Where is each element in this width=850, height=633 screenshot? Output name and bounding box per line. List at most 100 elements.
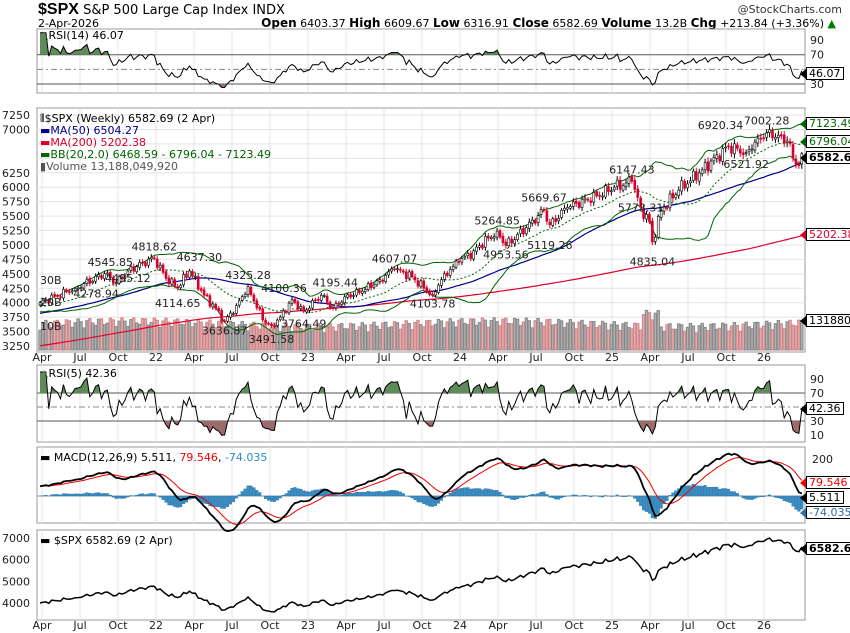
volume-bar (398, 328, 403, 351)
volume-bar (747, 326, 751, 351)
candle-body (296, 301, 300, 310)
brand-logo[interactable]: @StockCharts.com (737, 3, 842, 16)
candle-body (636, 188, 640, 198)
price-axis-label: 5250 (2, 225, 30, 238)
x-axis-label: Apr (32, 619, 52, 632)
candle-body (202, 289, 206, 296)
candle-body (111, 277, 115, 284)
candle-body (580, 198, 584, 208)
macd-histogram-bar (308, 491, 312, 497)
volume-bar (93, 324, 98, 351)
volume-bar (483, 319, 488, 351)
macd-histogram-bar (589, 495, 593, 498)
volume-bar (214, 327, 218, 351)
macd-histogram-bar (255, 490, 259, 497)
candle-body (513, 239, 516, 245)
volume-bar (753, 321, 757, 351)
candle-body (366, 283, 370, 290)
macd-histogram-bar (662, 495, 666, 504)
close-value: 6582.69 (552, 17, 598, 30)
candle-body (399, 269, 402, 271)
volume-bar (433, 323, 438, 351)
macd-histogram-bar (401, 493, 405, 497)
macd-histogram-bar (126, 495, 130, 498)
candle-body (378, 279, 382, 282)
volume-bar (697, 325, 701, 351)
macd-histogram-bar (208, 495, 212, 507)
price-axis-label: 3500 (2, 326, 30, 339)
price-axis-label: 5500 (2, 210, 30, 223)
macd-histogram-bar (346, 493, 350, 497)
volume-bar (246, 330, 250, 351)
candle-body (164, 271, 168, 279)
rsi-icon: ◭ (40, 29, 49, 42)
candle-body (176, 286, 180, 288)
volume-bar (679, 324, 684, 351)
volume-bar (79, 321, 83, 351)
price-line-legend-text: $SPX 6582.69 (2 Apr) (53, 534, 173, 547)
candle-body (258, 306, 262, 310)
macd-value: 5.511 (140, 451, 173, 464)
x-axis-label: 26 (757, 351, 771, 364)
volume-bar (91, 322, 95, 351)
macd-histogram-bar (762, 495, 766, 497)
candle-body (126, 270, 130, 276)
macd-histogram-bar (419, 495, 423, 503)
candle-body (79, 287, 83, 289)
price-annotation: 4495.12 (105, 272, 151, 285)
macd-histogram-bar (231, 495, 235, 503)
candle-body (671, 192, 675, 199)
macd-histogram-bar (398, 491, 402, 497)
price-axis-label: 4500 (2, 268, 30, 281)
x-axis-label: Apr (32, 351, 52, 364)
macd-histogram-bar (340, 495, 344, 497)
macd-histogram-bar (519, 495, 523, 498)
volume-bar (571, 322, 575, 351)
candle-body (530, 219, 534, 224)
candle-body (545, 210, 549, 222)
candle-body (695, 171, 698, 181)
x-axis-label: Jul (680, 619, 694, 632)
volume-bar (73, 322, 77, 351)
price-axis-label: 5750 (2, 196, 30, 209)
macd-histogram-bar (349, 493, 353, 497)
macd-histogram-bar (375, 491, 379, 497)
macd-histogram-bar (70, 493, 74, 497)
x-axis-label: Apr (184, 619, 204, 632)
candle-body (765, 132, 768, 138)
candle-body (226, 316, 229, 322)
x-axis-label: Jul (72, 619, 86, 632)
macd-histogram-bar (489, 489, 493, 497)
candle-body (255, 300, 259, 309)
macd-histogram-bar (715, 486, 719, 497)
candle-body (782, 134, 786, 144)
macd-histogram-bar (527, 495, 531, 497)
rsi5-axis-label: 90 (810, 373, 824, 386)
candle-body (668, 193, 672, 209)
candle-body (358, 289, 361, 293)
candle-body (144, 261, 147, 267)
candle-body (235, 305, 238, 314)
macd-histogram-bar (164, 495, 168, 503)
macd-histogram-bar (143, 494, 147, 497)
macd-histogram-bar (732, 491, 736, 497)
macd-histogram-bar (249, 485, 253, 497)
price-annotation: 3764.49 (281, 317, 327, 330)
rsi14-panel (36, 28, 806, 94)
candle-body (188, 270, 191, 278)
x-axis-label: 24 (453, 619, 467, 632)
macd-histogram-bar (583, 495, 587, 497)
price-axis-label: 6250 (2, 167, 30, 180)
low-value: 6316.91 (463, 17, 509, 30)
volume-bar (565, 322, 570, 351)
volume-bar (556, 318, 561, 351)
exchange: INDX (252, 3, 285, 18)
quote-date: 2-Apr-2026 (38, 17, 100, 30)
volume-bar (425, 320, 429, 351)
x-axis-label: Apr (184, 351, 204, 364)
macd-histogram-bar (76, 493, 80, 497)
candle-body (618, 179, 622, 190)
volume-value: 13.2B (655, 17, 688, 30)
candle-body (665, 206, 669, 209)
